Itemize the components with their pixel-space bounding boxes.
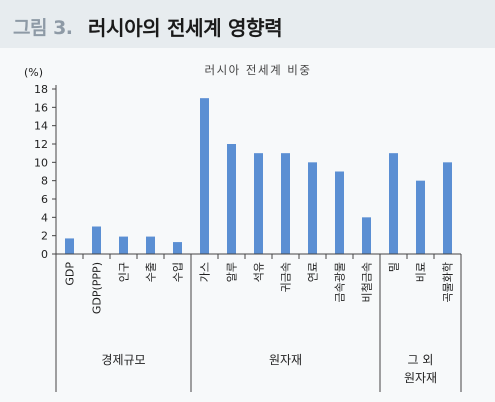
bar bbox=[281, 153, 290, 254]
y-tick-label: 0 bbox=[41, 248, 48, 261]
y-tick-label: 4 bbox=[41, 211, 48, 224]
bar bbox=[227, 144, 236, 254]
category-label: 석유 bbox=[253, 262, 266, 282]
bar bbox=[389, 153, 398, 254]
group-label: 원자재 bbox=[404, 371, 437, 385]
y-tick-label: 8 bbox=[41, 175, 48, 188]
bar bbox=[335, 171, 344, 254]
y-tick-label: 10 bbox=[34, 156, 48, 169]
category-label: 곡물화학 bbox=[442, 262, 455, 302]
bar bbox=[443, 162, 452, 254]
figure-header: 그림 3. 러시아의 전세계 영향력 bbox=[0, 0, 495, 48]
chart-panel bbox=[0, 48, 495, 402]
y-tick-label: 16 bbox=[34, 101, 48, 114]
y-tick-label: 14 bbox=[34, 120, 48, 133]
category-label: 인구 bbox=[118, 262, 131, 282]
bar-series bbox=[65, 98, 452, 255]
bar bbox=[416, 180, 425, 254]
category-label: 연료 bbox=[307, 262, 320, 282]
figure-label: 그림 3. bbox=[13, 17, 73, 39]
group-label: 원자재 bbox=[269, 353, 302, 367]
category-label: GDP(PPP) bbox=[91, 262, 104, 314]
bar bbox=[146, 236, 155, 254]
figure-title: 러시아의 전세계 영향력 bbox=[88, 16, 283, 40]
category-label: 수입 bbox=[172, 262, 185, 282]
bar bbox=[92, 226, 101, 254]
bar bbox=[362, 217, 371, 254]
bar bbox=[65, 238, 74, 254]
category-label: 금속광물 bbox=[334, 262, 347, 302]
category-label: 귀금속 bbox=[280, 262, 293, 292]
category-label: 가스 bbox=[199, 262, 212, 282]
category-label: 비료 bbox=[415, 262, 428, 282]
chart-title: 러시아 전세계 비중 bbox=[205, 63, 312, 77]
category-label: 밀 bbox=[388, 262, 401, 272]
y-tick-label: 2 bbox=[41, 230, 48, 243]
y-tick-label: 6 bbox=[41, 193, 48, 206]
y-tick-label: 12 bbox=[34, 138, 48, 151]
bar bbox=[308, 162, 317, 254]
y-tick-label: 18 bbox=[34, 83, 48, 96]
group-label: 그 외 bbox=[408, 353, 434, 367]
bar bbox=[200, 98, 209, 255]
category-label: GDP bbox=[64, 262, 77, 286]
category-label: 알루 bbox=[225, 262, 239, 282]
y-axis: 0 2 4 6 8 10 12 14 16 18 bbox=[34, 83, 56, 261]
y-axis-unit: (%) bbox=[24, 66, 43, 79]
bar bbox=[254, 153, 263, 254]
bar bbox=[119, 236, 128, 254]
category-labels: GDP GDP(PPP) 인구 수출 수입 가스 알루 석유 귀금속 연료 금속광물 비철금속 밀 비료 곡… bbox=[64, 262, 455, 314]
category-label: 수출 bbox=[145, 262, 158, 282]
category-label: 비철금속 bbox=[361, 262, 374, 302]
bar bbox=[173, 242, 182, 254]
group-label: 경제규모 bbox=[101, 353, 145, 367]
